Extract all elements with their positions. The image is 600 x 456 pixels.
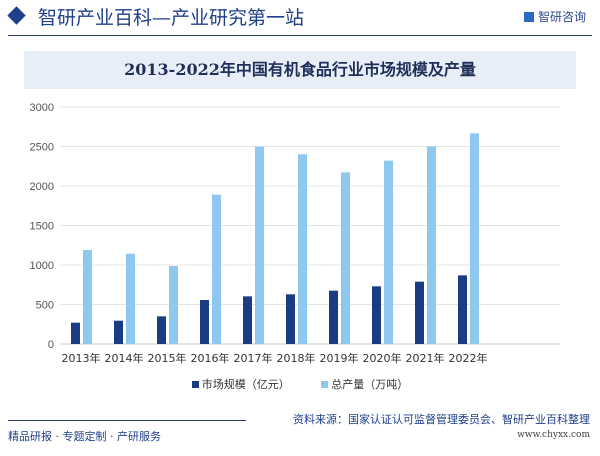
- x-tick-label: 2015年: [148, 351, 187, 365]
- logo-icon: [523, 12, 534, 22]
- bar-market-size: [157, 316, 166, 344]
- bar-market-size: [458, 275, 467, 344]
- bar-output: [384, 160, 393, 344]
- brand-name: 智研咨询: [537, 10, 586, 24]
- bar-output: [255, 146, 264, 344]
- bar-market-size: [200, 299, 209, 344]
- bar-market-size: [286, 294, 295, 344]
- x-tick-label: 2022年: [449, 351, 488, 365]
- bar-chart: 0 500 1000 1500 2000 2500 3000 2013年 2014年 2015年 2…: [30, 102, 560, 365]
- x-tick-label: 2014年: [105, 351, 144, 365]
- bar-output: [126, 253, 135, 344]
- footer-slogan: 精品研报 · 专题定制 · 产研服务: [8, 430, 161, 443]
- x-tick-label: 2013年: [62, 351, 101, 365]
- legend-label: 总产量（万吨）: [331, 378, 409, 391]
- legend-item-output: 总产量（万吨）: [321, 378, 408, 391]
- header-title: 智研产业百科—产业研究第一站: [38, 7, 305, 29]
- chart-title: 2013-2022年中国有机食品行业市场规模及产量: [24, 51, 576, 89]
- x-tick-label: 2016年: [191, 351, 230, 365]
- divider: [8, 35, 592, 36]
- data-source: 资料来源：国家认证认可监督管理委员会、智研产业百科整理: [293, 413, 590, 426]
- website-url: www.chyxx.com: [517, 430, 590, 440]
- y-tick-label: 500: [36, 300, 54, 312]
- bar-output: [470, 133, 479, 344]
- legend-swatch: [321, 381, 329, 388]
- y-tick-label: 2500: [30, 142, 54, 154]
- legend-label: 市场规模（亿元）: [201, 378, 290, 391]
- y-tick-label: 1500: [30, 221, 54, 233]
- bar-output: [83, 249, 92, 344]
- bar-output: [298, 154, 307, 344]
- bar-output: [212, 194, 221, 344]
- x-tick-label: 2019年: [320, 351, 359, 365]
- bar-market-size: [243, 296, 252, 344]
- bar-output: [427, 146, 436, 344]
- x-tick-label: 2018年: [277, 351, 316, 365]
- bar-market-size: [71, 322, 80, 344]
- bar-market-size: [114, 320, 123, 344]
- y-tick-label: 1000: [30, 260, 54, 272]
- bar-market-size: [372, 286, 381, 344]
- header: 智研产业百科—产业研究第一站 智研咨询: [0, 0, 600, 34]
- bar-market-size: [329, 290, 338, 344]
- bar-output: [341, 172, 350, 344]
- y-tick-label: 3000: [30, 102, 54, 114]
- footer-divider: [8, 420, 246, 421]
- y-tick-label: 0: [48, 339, 54, 351]
- legend-item-market-size: 市场规模（亿元）: [191, 378, 290, 391]
- legend-swatch: [191, 381, 199, 388]
- bar-output: [169, 266, 178, 344]
- y-tick-label: 2000: [30, 181, 54, 193]
- bar-market-size: [415, 281, 424, 344]
- legend: 市场规模（亿元） 总产量（万吨）: [0, 376, 600, 392]
- x-tick-label: 2021年: [406, 351, 445, 365]
- x-tick-label: 2017年: [234, 351, 273, 365]
- brand-logo: 智研咨询: [523, 8, 586, 25]
- x-tick-label: 2020年: [363, 351, 402, 365]
